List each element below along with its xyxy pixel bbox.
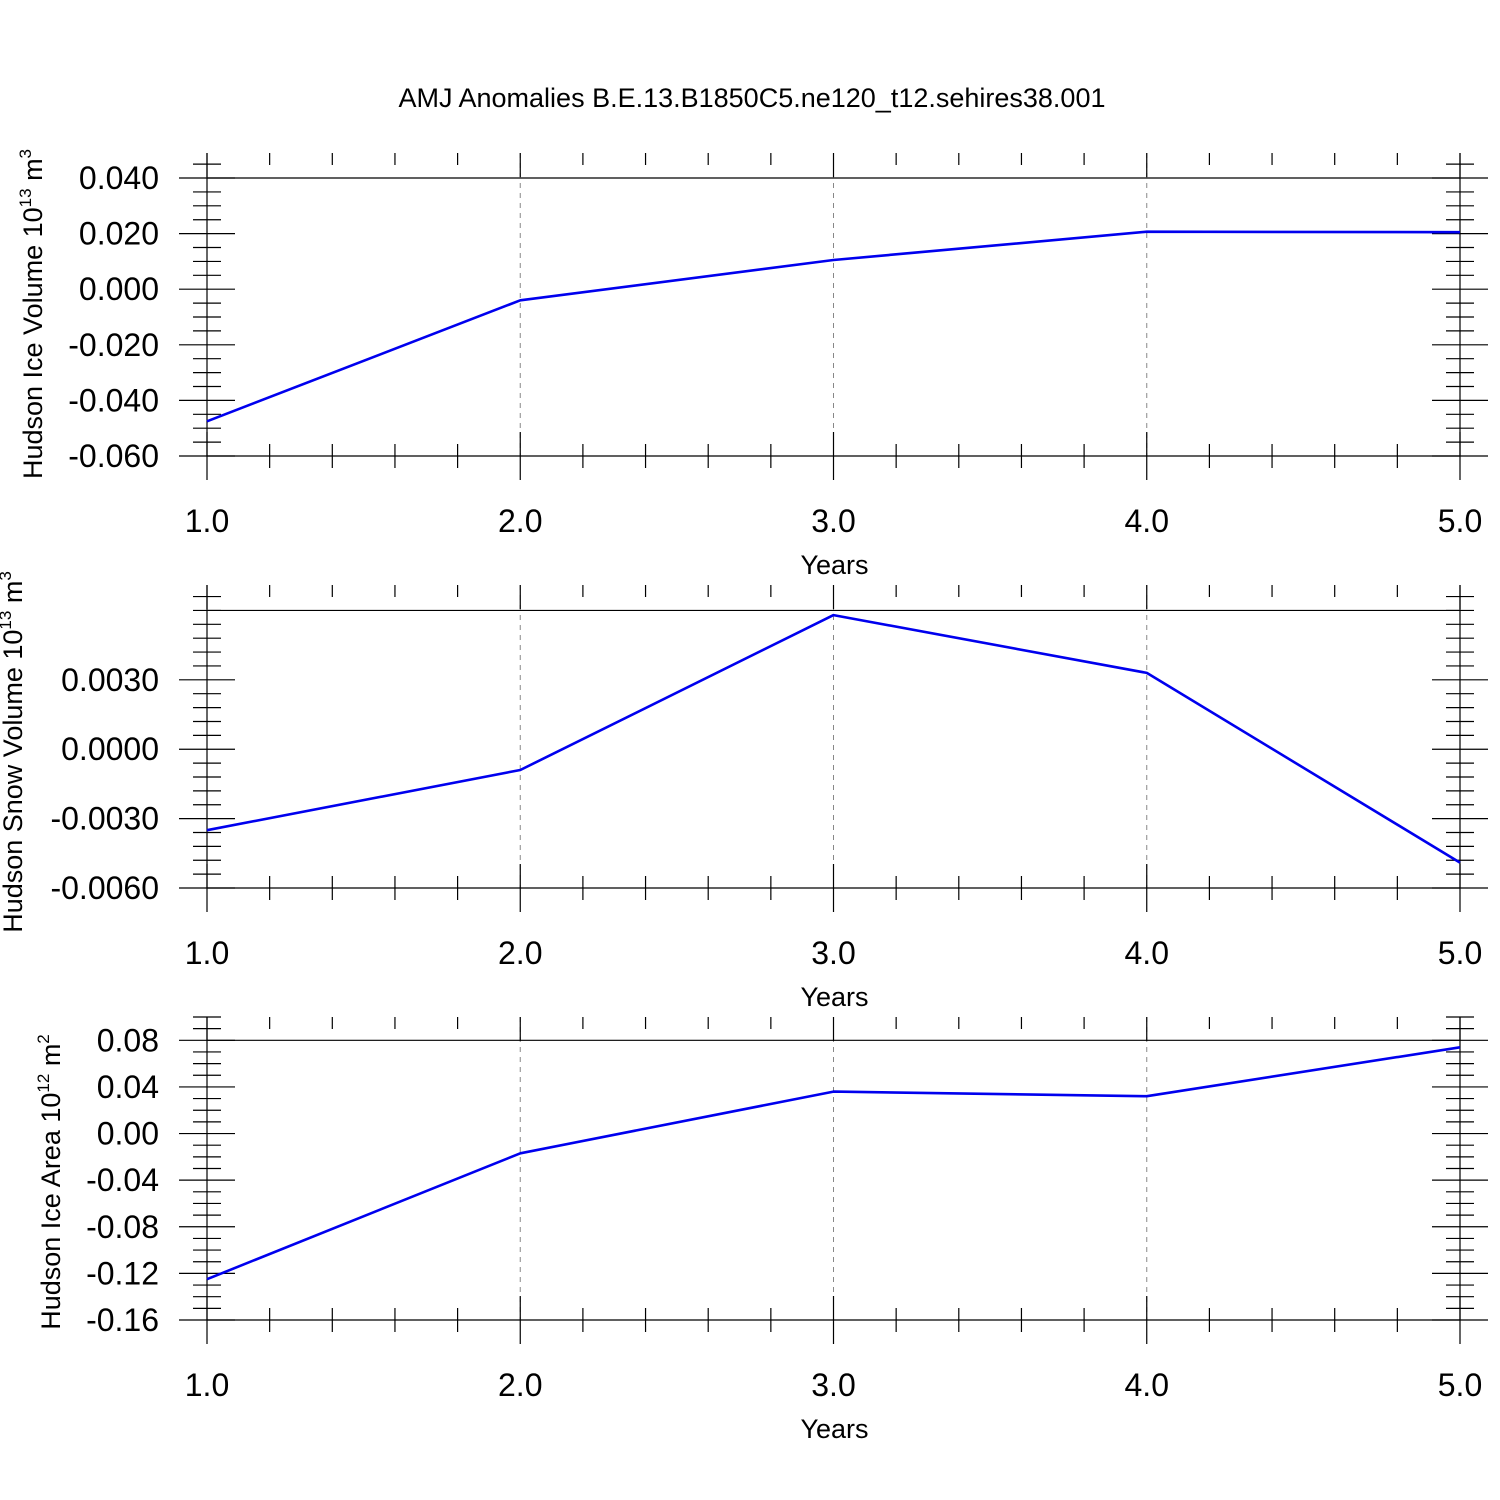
x-tick-label: 4.0 bbox=[1125, 503, 1169, 539]
y-tick-label: 0.08 bbox=[97, 1022, 159, 1058]
y-tick-label: -0.04 bbox=[86, 1162, 159, 1198]
y-tick-label: 0.020 bbox=[79, 216, 159, 252]
y-tick-label: 0.0030 bbox=[61, 662, 159, 698]
chart-panel-3: -0.16 -0.12 -0.08 -0.04 0.00 0.04 0.08 1.0 2.0 3.… bbox=[34, 1016, 1488, 1444]
y-tick-label: 0.04 bbox=[97, 1069, 159, 1105]
x-tick-label: 1.0 bbox=[185, 935, 229, 971]
y-tick-label: -0.16 bbox=[86, 1302, 159, 1338]
y-tick-label: -0.08 bbox=[86, 1209, 159, 1245]
y-tick-label: 0.000 bbox=[79, 271, 159, 307]
y-tick-label: 0.00 bbox=[97, 1116, 159, 1152]
y-tick-label: 0.0000 bbox=[61, 731, 159, 767]
y-tick-label: -0.0030 bbox=[50, 801, 159, 837]
y-tick-label: -0.020 bbox=[68, 327, 159, 363]
chart-panels: -0.060 -0.040 -0.020 0.000 0.020 0.040 1.0 2.0 3… bbox=[0, 149, 1488, 1444]
series-line bbox=[206, 230, 1461, 423]
x-tick-label: 4.0 bbox=[1125, 1367, 1169, 1403]
x-axis-label: Years bbox=[800, 550, 868, 580]
x-tick-label: 3.0 bbox=[811, 1367, 855, 1403]
y-tick-label: -0.040 bbox=[68, 382, 159, 418]
chart-panel-1: -0.060 -0.040 -0.020 0.000 0.020 0.040 1.0 2.0 3… bbox=[16, 149, 1488, 580]
x-tick-label: 5.0 bbox=[1438, 503, 1482, 539]
x-tick-label: 5.0 bbox=[1438, 1367, 1482, 1403]
series-line bbox=[206, 1046, 1461, 1281]
x-tick-label: 2.0 bbox=[498, 935, 542, 971]
y-axis-label: Hudson Ice Volume 1013 m3 bbox=[16, 149, 48, 479]
x-tick-label: 3.0 bbox=[811, 503, 855, 539]
y-tick-label: -0.12 bbox=[86, 1255, 159, 1291]
series-line bbox=[206, 613, 1461, 864]
x-axis-label: Years bbox=[800, 982, 868, 1012]
x-axis-label: Years bbox=[800, 1414, 868, 1444]
y-tick-label: 0.040 bbox=[79, 160, 159, 196]
x-tick-label: 4.0 bbox=[1125, 935, 1169, 971]
x-tick-label: 2.0 bbox=[498, 503, 542, 539]
x-tick-label: 1.0 bbox=[185, 1367, 229, 1403]
x-tick-label: 2.0 bbox=[498, 1367, 542, 1403]
chart-title: AMJ Anomalies B.E.13.B1850C5.ne120_t12.s… bbox=[399, 83, 1106, 113]
x-tick-label: 3.0 bbox=[811, 935, 855, 971]
x-tick-label: 5.0 bbox=[1438, 935, 1482, 971]
y-axis-label: Hudson Ice Area 1012 m2 bbox=[34, 1034, 66, 1330]
x-tick-label: 1.0 bbox=[185, 503, 229, 539]
y-tick-label: -0.060 bbox=[68, 438, 159, 474]
y-axis-label: Hudson Snow Volume 1013 m3 bbox=[0, 571, 28, 933]
chart-panel-2: -0.0060 -0.0030 0.0000 0.0030 1.0 2.0 3.0 4.0 5.… bbox=[0, 571, 1488, 1012]
y-tick-label: -0.0060 bbox=[50, 870, 159, 906]
